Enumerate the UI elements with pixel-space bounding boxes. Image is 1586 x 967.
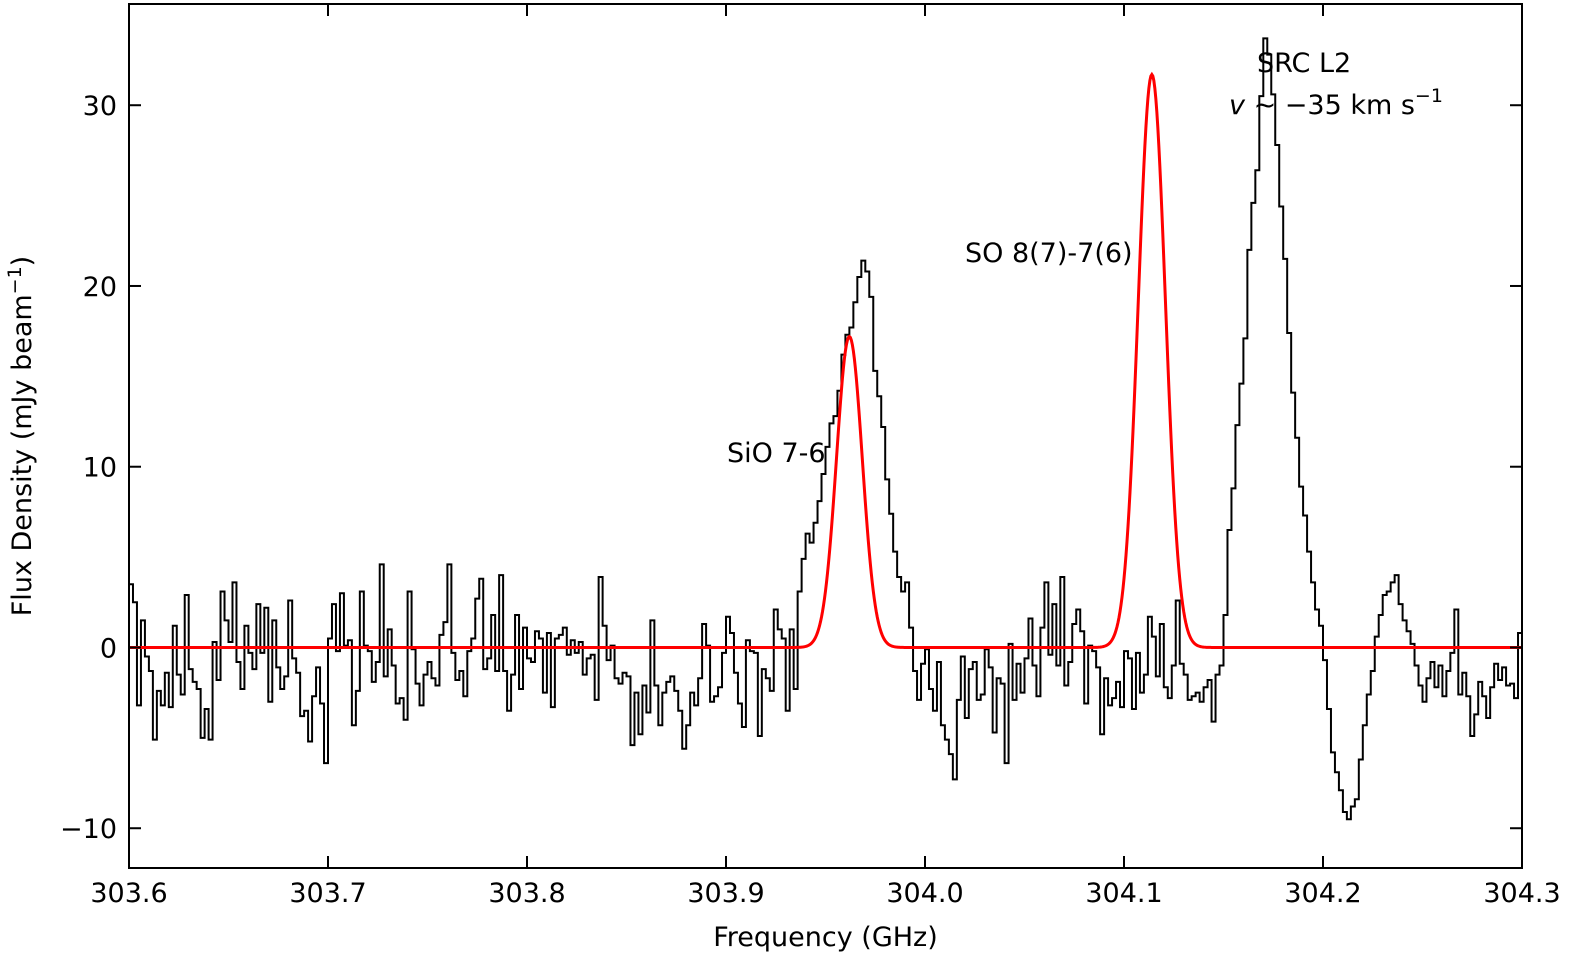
so-line-label: SO 8(7)-7(6) — [965, 238, 1133, 269]
x-tick-label: 303.9 — [687, 878, 764, 909]
y-axis-label-exponent: −1 — [4, 266, 26, 294]
x-tick-label: 304.1 — [1085, 878, 1162, 909]
x-tick-label: 303.7 — [289, 878, 366, 909]
y-tick-label: 30 — [83, 91, 117, 122]
y-tick-label: 0 — [100, 633, 117, 664]
x-axis-label: Frequency (GHz) — [713, 922, 938, 953]
y-axis-label-close: ) — [7, 256, 38, 267]
velocity-symbol: v — [1229, 90, 1246, 121]
spectrum-line — [129, 37, 1522, 821]
sio-line-label: SiO 7-6 — [727, 438, 826, 469]
spectrum-layer — [129, 37, 1522, 821]
gaussian-fit-line — [129, 71, 1522, 649]
x-tick-label: 303.8 — [488, 878, 565, 909]
y-axis-label: Flux Density (mJy beam−1) — [4, 256, 38, 616]
x-tick-label: 304.3 — [1483, 878, 1560, 909]
velocity-value: ∼ −35 km s — [1245, 90, 1415, 121]
tick-layer: 303.6 303.7 303.8 303.9 304.0 304.1 304.2 304.3… — [60, 4, 1561, 909]
x-tick-label: 303.6 — [90, 878, 167, 909]
velocity-label: v ∼ −35 km s−1 — [1229, 85, 1443, 121]
plot-frame — [128, 3, 1523, 869]
y-tick-label: −10 — [60, 814, 117, 845]
y-tick-label: 20 — [83, 272, 117, 303]
velocity-exponent: −1 — [1415, 85, 1443, 107]
fit-layer — [129, 71, 1522, 649]
source-label: SRC L2 — [1257, 48, 1351, 79]
y-axis-label-main: Flux Density (mJy beam — [7, 294, 38, 616]
y-tick-label: 10 — [83, 453, 117, 484]
x-tick-label: 304.2 — [1284, 878, 1361, 909]
x-tick-label: 304.0 — [886, 878, 963, 909]
